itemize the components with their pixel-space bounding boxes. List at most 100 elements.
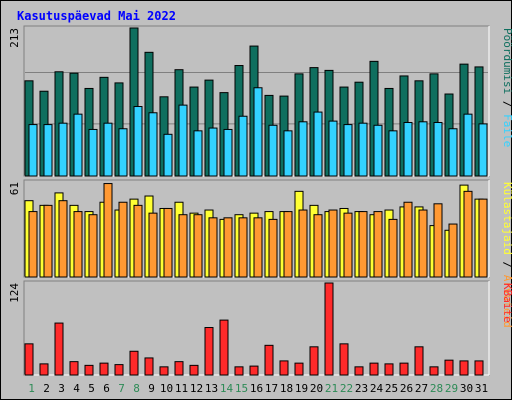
x-tick-8: 8 xyxy=(133,382,140,395)
bar-Faile-7 xyxy=(118,128,128,177)
x-tick-20: 20 xyxy=(310,382,323,395)
bar-Arvuteid-25 xyxy=(388,218,398,278)
bar-Arvuteid-19 xyxy=(298,209,308,278)
side-label-bottom: KBaite xyxy=(501,283,512,323)
bar-KBaite-2 xyxy=(39,363,49,376)
bar-Arvuteid-3 xyxy=(58,200,68,278)
series-KBaite xyxy=(24,282,484,376)
x-tick-28: 28 xyxy=(430,382,443,395)
bar-Arvuteid-21 xyxy=(328,209,338,278)
bar-Faile-1 xyxy=(28,124,38,177)
bar-Arvuteid-27 xyxy=(418,209,428,278)
x-tick-labels: 1 2 3 4 5 6 7 8 9 10 11 12 13 14 15 16 17 18 19 20 21 22 23 24 2… xyxy=(28,382,488,395)
bar-Arvuteid-23 xyxy=(358,211,368,278)
bar-KBaite-23 xyxy=(354,366,364,376)
x-tick-30: 30 xyxy=(460,382,473,395)
side-label-part-0: Pöördumisi xyxy=(501,28,512,94)
side-label-middle: Külastajaid / Arvuteid xyxy=(501,182,512,328)
x-tick-2: 2 xyxy=(43,382,50,395)
side-label-part-2: Arvuteid xyxy=(501,275,512,328)
y-max-label-bottom: 124 xyxy=(8,283,21,303)
panel-bottom: 124 KBaite xyxy=(8,280,512,376)
x-tick-24: 24 xyxy=(370,382,384,395)
bar-Arvuteid-11 xyxy=(178,214,188,278)
bar-KBaite-10 xyxy=(159,366,169,376)
bar-Faile-28 xyxy=(433,121,443,177)
x-tick-22: 22 xyxy=(340,382,353,395)
bar-KBaite-11 xyxy=(174,361,184,376)
x-tick-12: 12 xyxy=(190,382,203,395)
panel-middle: 61 Külastajaid / Arvuteid xyxy=(8,179,512,328)
bar-KBaite-8 xyxy=(129,350,139,376)
x-tick-19: 19 xyxy=(295,382,308,395)
bar-Arvuteid-20 xyxy=(313,214,323,278)
bar-Arvuteid-16 xyxy=(253,217,263,278)
bar-Faile-13 xyxy=(208,127,218,177)
bar-Arvuteid-2 xyxy=(43,204,53,278)
bar-KBaite-27 xyxy=(414,346,424,376)
x-tick-13: 13 xyxy=(205,382,218,395)
bar-KBaite-7 xyxy=(114,364,124,376)
bar-Arvuteid-7 xyxy=(118,201,128,278)
bar-Arvuteid-31 xyxy=(478,198,488,278)
bar-Faile-14 xyxy=(223,128,233,177)
bar-KBaite-13 xyxy=(204,327,214,376)
bar-Arvuteid-28 xyxy=(433,203,443,278)
bar-Faile-20 xyxy=(313,111,323,177)
bar-KBaite-5 xyxy=(84,364,94,376)
x-tick-5: 5 xyxy=(88,382,95,395)
bar-Arvuteid-10 xyxy=(163,207,173,278)
bar-Arvuteid-26 xyxy=(403,201,413,278)
x-tick-27: 27 xyxy=(415,382,428,395)
bar-Arvuteid-15 xyxy=(238,217,248,278)
bar-Arvuteid-13 xyxy=(208,217,218,278)
bar-Faile-26 xyxy=(403,121,413,177)
bar-Faile-29 xyxy=(448,128,458,177)
bar-KBaite-31 xyxy=(474,360,484,376)
bar-KBaite-19 xyxy=(294,362,304,376)
x-tick-7: 7 xyxy=(118,382,125,395)
side-label-part-0: KBaite xyxy=(501,283,512,323)
bar-KBaite-29 xyxy=(444,359,454,376)
bar-Faile-6 xyxy=(103,122,113,177)
bar-Faile-24 xyxy=(373,124,383,177)
bar-Faile-18 xyxy=(283,130,293,177)
bar-KBaite-3 xyxy=(54,322,64,376)
panel-top: 213 Pöördumisi / Faile xyxy=(8,25,512,177)
x-tick-11: 11 xyxy=(175,382,188,395)
bar-Arvuteid-30 xyxy=(463,190,473,278)
bar-Faile-25 xyxy=(388,130,398,177)
x-tick-26: 26 xyxy=(400,382,413,395)
bar-Faile-22 xyxy=(343,124,353,177)
side-label-part-2: Faile xyxy=(501,114,512,147)
bar-KBaite-9 xyxy=(144,357,154,376)
bar-Faile-11 xyxy=(178,104,188,177)
y-max-label-middle: 61 xyxy=(8,182,21,195)
bar-KBaite-21 xyxy=(324,282,334,376)
chart-panels: 213 Pöördumisi / Faile 61 Külastajaid / Arv… xyxy=(8,25,512,376)
bar-KBaite-4 xyxy=(69,361,79,376)
x-tick-31: 31 xyxy=(475,382,488,395)
bar-KBaite-25 xyxy=(384,363,394,376)
x-tick-9: 9 xyxy=(148,382,155,395)
bar-Arvuteid-22 xyxy=(343,212,353,278)
bar-Faile-16 xyxy=(253,87,263,177)
side-label-top: Pöördumisi / Faile xyxy=(501,28,512,147)
bar-KBaite-6 xyxy=(99,362,109,376)
bar-KBaite-12 xyxy=(189,364,199,376)
x-tick-1: 1 xyxy=(28,382,35,395)
bar-Arvuteid-14 xyxy=(223,217,233,278)
bar-Arvuteid-9 xyxy=(148,212,158,278)
bar-KBaite-15 xyxy=(234,366,244,376)
bar-Arvuteid-12 xyxy=(193,214,203,278)
x-tick-15: 15 xyxy=(235,382,248,395)
bar-KBaite-14 xyxy=(219,319,229,376)
bar-Arvuteid-1 xyxy=(28,211,38,278)
bar-Faile-27 xyxy=(418,121,428,177)
bar-Faile-2 xyxy=(43,124,53,177)
bar-Faile-19 xyxy=(298,121,308,177)
bar-KBaite-22 xyxy=(339,343,349,376)
x-tick-17: 17 xyxy=(265,382,278,395)
panel-bottom-area xyxy=(23,280,490,376)
bar-Faile-31 xyxy=(478,123,488,177)
